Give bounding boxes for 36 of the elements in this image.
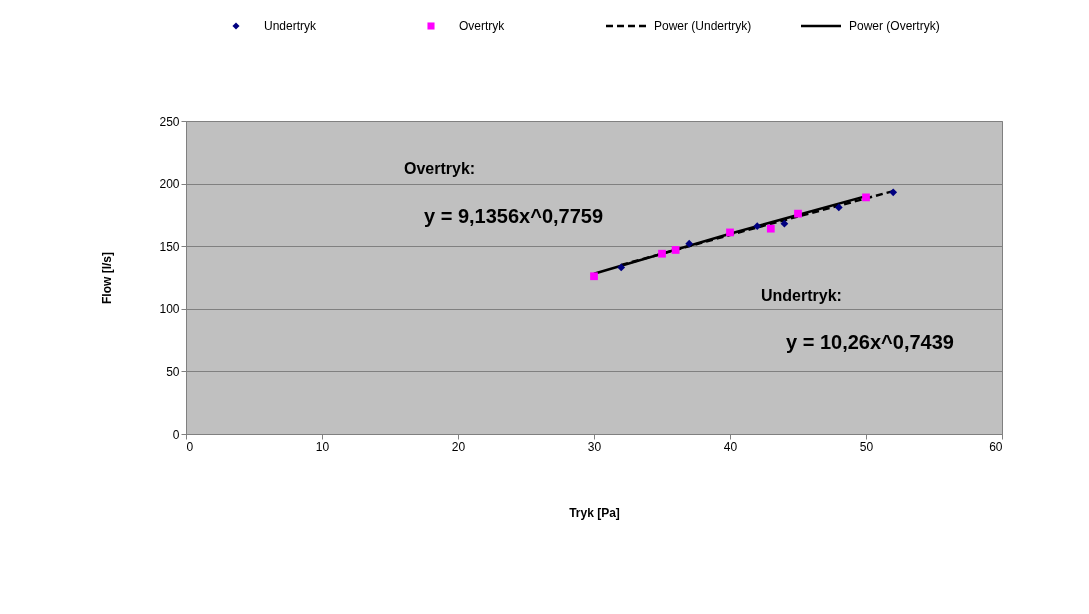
legend-label: Undertryk bbox=[264, 19, 318, 33]
point bbox=[671, 246, 680, 254]
point bbox=[753, 222, 762, 231]
y-tick-label: 150 bbox=[159, 239, 180, 254]
x-tick-label: 30 bbox=[587, 439, 602, 454]
y-axis-title: Flow [l/s] bbox=[100, 252, 115, 304]
point bbox=[834, 203, 843, 212]
point bbox=[862, 193, 870, 202]
x-tick-label: 60 bbox=[989, 439, 1003, 454]
point bbox=[766, 224, 775, 233]
x-tick-label: 0 bbox=[186, 439, 194, 454]
x-axis-title: Tryk [Pa] bbox=[569, 505, 620, 520]
point bbox=[685, 239, 694, 248]
y-tick-label: 50 bbox=[166, 364, 180, 379]
x-tick-label: 20 bbox=[451, 439, 466, 454]
y-tick-label: 250 bbox=[159, 114, 180, 129]
annotation: y = 10,26x^0,7439 bbox=[786, 331, 954, 353]
x-tick-label: 50 bbox=[859, 439, 874, 454]
point bbox=[590, 272, 598, 281]
x-tick-label: 10 bbox=[315, 439, 330, 454]
legend-label: Power (Overtryk) bbox=[849, 19, 940, 33]
point bbox=[726, 228, 734, 237]
point bbox=[780, 219, 789, 228]
annotation: y = 9,1356x^0,7759 bbox=[424, 205, 604, 227]
point bbox=[794, 209, 802, 218]
x-tick-label: 40 bbox=[723, 439, 738, 454]
point bbox=[658, 249, 666, 258]
point bbox=[617, 263, 626, 272]
y-tick-label: 100 bbox=[159, 302, 180, 317]
annotation: Overtryk: bbox=[404, 160, 476, 177]
y-tick-label: 0 bbox=[172, 427, 180, 442]
annotation: Undertryk: bbox=[761, 287, 842, 304]
legend-label: Overtryk bbox=[459, 19, 506, 33]
legend-label: Power (Undertryk) bbox=[654, 19, 752, 33]
point bbox=[889, 188, 898, 197]
y-tick-label: 200 bbox=[159, 177, 180, 192]
